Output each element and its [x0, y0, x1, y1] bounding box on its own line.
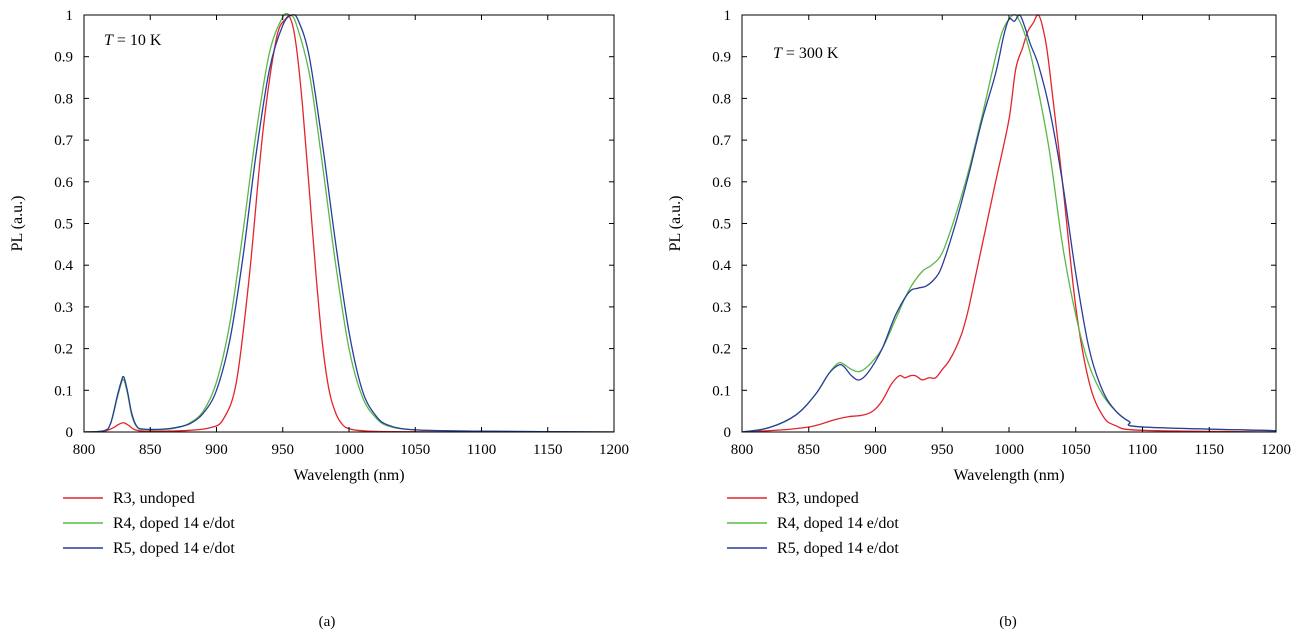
temperature-value: = 10 K: [113, 32, 162, 49]
y-tick-label: 0.8: [54, 91, 73, 107]
legend-label: R5, doped 14 e/dot: [777, 540, 899, 557]
y-tick-label: 0.2: [712, 342, 731, 358]
x-tick-label: 850: [139, 442, 162, 458]
y-axis-title: PL (a.u.): [667, 196, 684, 252]
legend-label: R3, undoped: [113, 490, 195, 507]
legend: R3, undoped R4, doped 14 e/dot R5, doped 1…: [63, 490, 235, 557]
panel-label: (b): [999, 614, 1017, 630]
x-axis-title: Wavelength (nm): [953, 467, 1064, 484]
legend-label: R4, doped 14 e/dot: [113, 515, 235, 532]
y-tick-label: 0: [724, 425, 732, 441]
y-tick-label: 0.4: [712, 258, 731, 274]
x-tick-label: 1200: [599, 442, 629, 458]
temperature-symbol: T: [773, 45, 783, 62]
x-tick-label: 1050: [1061, 442, 1091, 458]
series-line-1: [84, 15, 614, 432]
temperature-annotation: T = 10 K: [104, 32, 162, 49]
y-tick-label: 0.1: [54, 383, 73, 399]
y-tick-label: 0.7: [712, 133, 731, 149]
y-tick-label: 0.8: [712, 91, 731, 107]
x-tick-label: 1050: [400, 442, 430, 458]
y-tick-label: 0.3: [54, 300, 73, 316]
chart-panel-b: 800 850 900 950 1000 1050 1100 1150 1200 0 0.1 0.2 0…: [667, 8, 1291, 630]
y-tick-label: 0.2: [54, 342, 73, 358]
panel-label: (a): [319, 614, 336, 630]
x-tick-label: 1150: [533, 442, 562, 458]
y-tick-label: 1: [724, 8, 732, 24]
chart-panel-a: 800 850 900 950 1000 1050 1100 1150 1200 0 0.1 0.2 0…: [9, 8, 629, 630]
y-tick-label: 0.7: [54, 133, 73, 149]
y-tick-label: 0.5: [54, 217, 73, 233]
y-tick-label: 0.9: [712, 50, 731, 66]
x-tick-label: 900: [205, 442, 228, 458]
series-line-3: [742, 14, 1276, 432]
x-tick-label: 1150: [1195, 442, 1224, 458]
series-line-3: [84, 14, 614, 432]
y-tick-label: 0.9: [54, 50, 73, 66]
x-tick-label: 950: [272, 442, 295, 458]
y-tick-label: 0.6: [712, 175, 731, 191]
x-tick-label: 800: [731, 442, 754, 458]
plot-frame: [741, 14, 1277, 433]
legend-label: R5, doped 14 e/dot: [113, 540, 235, 557]
x-tick-label: 950: [931, 442, 954, 458]
y-tick-label: 0.5: [712, 217, 731, 233]
temperature-annotation: T = 300 K: [773, 45, 839, 62]
x-tick-label: 1200: [1261, 442, 1291, 458]
x-axis-title: Wavelength (nm): [293, 467, 404, 484]
x-tick-label: 800: [73, 442, 96, 458]
y-tick-label: 0.1: [712, 383, 731, 399]
temperature-symbol: T: [104, 32, 114, 49]
y-tick-label: 0.3: [712, 300, 731, 316]
y-tick-label: 0.6: [54, 175, 73, 191]
x-tick-label: 1100: [467, 442, 496, 458]
plot-frame: [83, 14, 615, 433]
y-axis-title: PL (a.u.): [9, 196, 26, 252]
series-line-2: [742, 14, 1276, 432]
x-tick-label: 1000: [994, 442, 1024, 458]
legend-label: R4, doped 14 e/dot: [777, 515, 899, 532]
legend-label: R3, undoped: [777, 490, 859, 507]
x-tick-label: 850: [798, 442, 821, 458]
x-tick-label: 1000: [334, 442, 364, 458]
y-tick-label: 0: [66, 425, 74, 441]
temperature-value: = 300 K: [782, 45, 839, 62]
legend: R3, undoped R4, doped 14 e/dot R5, doped 1…: [727, 490, 899, 557]
y-tick-label: 0.4: [54, 258, 73, 274]
x-tick-label: 1100: [1128, 442, 1157, 458]
series-line-2: [84, 13, 614, 432]
x-tick-label: 900: [864, 442, 887, 458]
y-tick-label: 1: [66, 8, 74, 24]
series-line-1: [742, 14, 1276, 432]
